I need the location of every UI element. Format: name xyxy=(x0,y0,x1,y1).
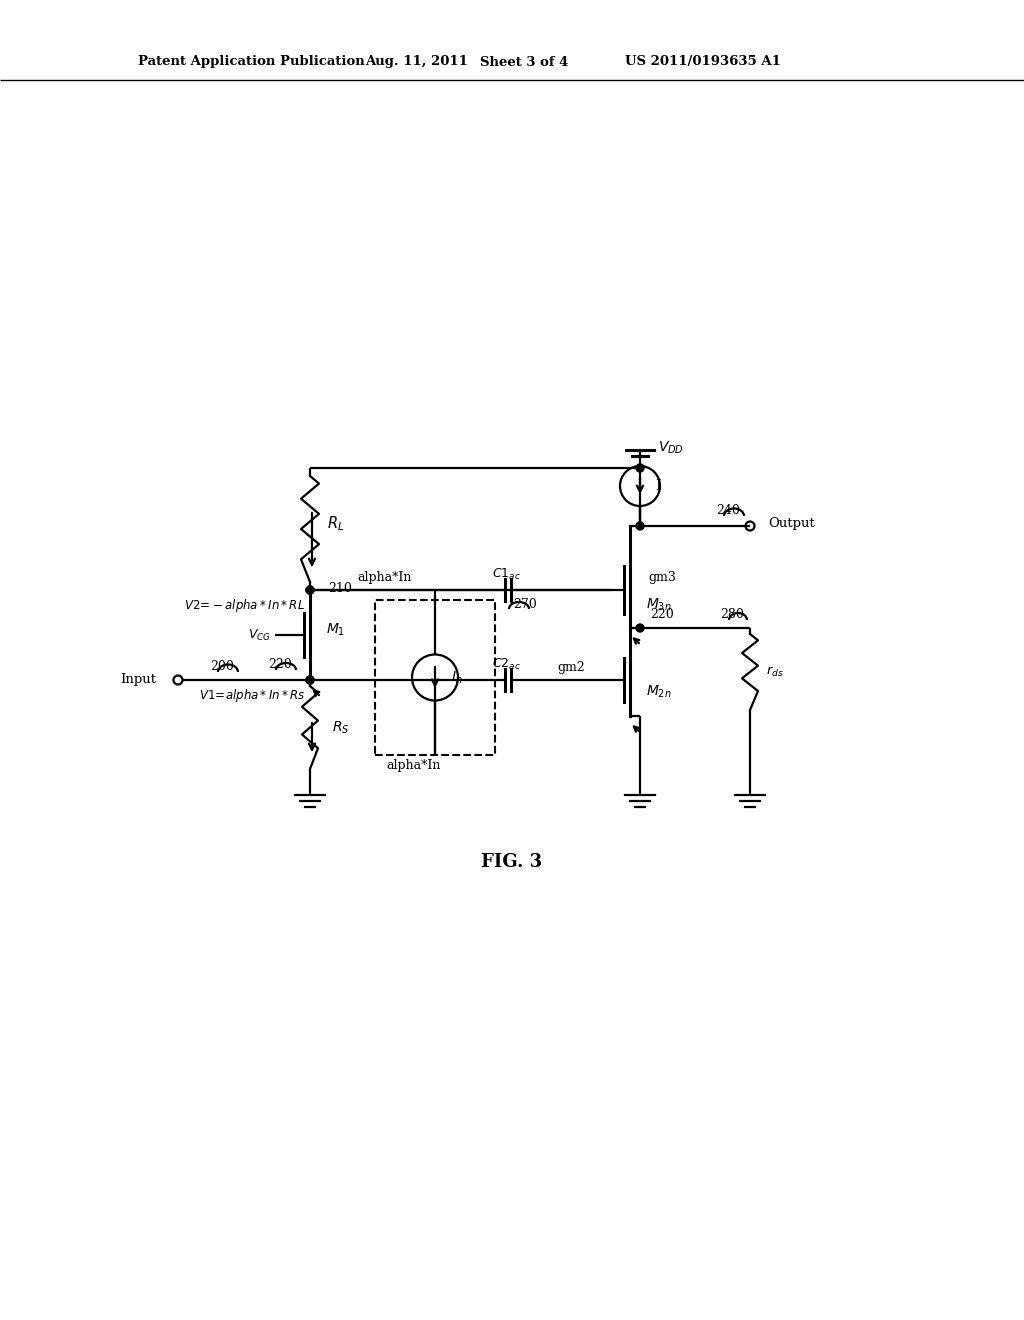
Text: 280: 280 xyxy=(720,607,744,620)
Text: $C1_{ac}$: $C1_{ac}$ xyxy=(492,566,520,582)
Text: $M_{3n}$: $M_{3n}$ xyxy=(646,597,672,614)
Text: $R_S$: $R_S$ xyxy=(332,719,349,735)
Text: $r_{ds}$: $r_{ds}$ xyxy=(766,665,784,678)
Circle shape xyxy=(306,586,314,594)
Text: alpha*In: alpha*In xyxy=(357,572,413,585)
Text: $I_n$: $I_n$ xyxy=(451,669,463,685)
Text: 270: 270 xyxy=(513,598,537,610)
Text: 240: 240 xyxy=(716,503,740,516)
Text: gm3: gm3 xyxy=(648,572,676,585)
Text: $C2_{ac}$: $C2_{ac}$ xyxy=(492,656,520,672)
Text: Patent Application Publication: Patent Application Publication xyxy=(138,55,365,69)
Text: $V2\!=\!-alpha*In*RL$: $V2\!=\!-alpha*In*RL$ xyxy=(184,598,305,615)
Text: $M_1$: $M_1$ xyxy=(326,622,345,638)
Circle shape xyxy=(306,676,314,684)
Text: $V1\!=\!alpha*In*Rs$: $V1\!=\!alpha*In*Rs$ xyxy=(200,688,306,705)
Circle shape xyxy=(306,676,314,684)
Circle shape xyxy=(306,586,314,594)
Text: $V_{DD}$: $V_{DD}$ xyxy=(658,440,684,457)
Text: Aug. 11, 2011: Aug. 11, 2011 xyxy=(365,55,468,69)
Text: Sheet 3 of 4: Sheet 3 of 4 xyxy=(480,55,568,69)
Circle shape xyxy=(636,521,644,531)
Text: I: I xyxy=(655,479,660,492)
Text: 220: 220 xyxy=(268,657,292,671)
Text: $R_L$: $R_L$ xyxy=(328,515,345,533)
Text: FIG. 3: FIG. 3 xyxy=(481,853,543,871)
Text: 210: 210 xyxy=(328,582,352,595)
Text: Output: Output xyxy=(768,517,815,531)
Text: gm2: gm2 xyxy=(557,661,585,675)
Text: 200: 200 xyxy=(210,660,233,672)
Text: 220: 220 xyxy=(650,609,674,622)
Text: Input: Input xyxy=(120,673,156,686)
Circle shape xyxy=(636,624,644,632)
Text: alpha*In: alpha*In xyxy=(386,759,440,771)
Text: US 2011/0193635 A1: US 2011/0193635 A1 xyxy=(625,55,781,69)
Text: $M_{2n}$: $M_{2n}$ xyxy=(646,684,672,700)
Text: $V_{CG}$: $V_{CG}$ xyxy=(248,627,271,643)
Circle shape xyxy=(636,465,644,473)
